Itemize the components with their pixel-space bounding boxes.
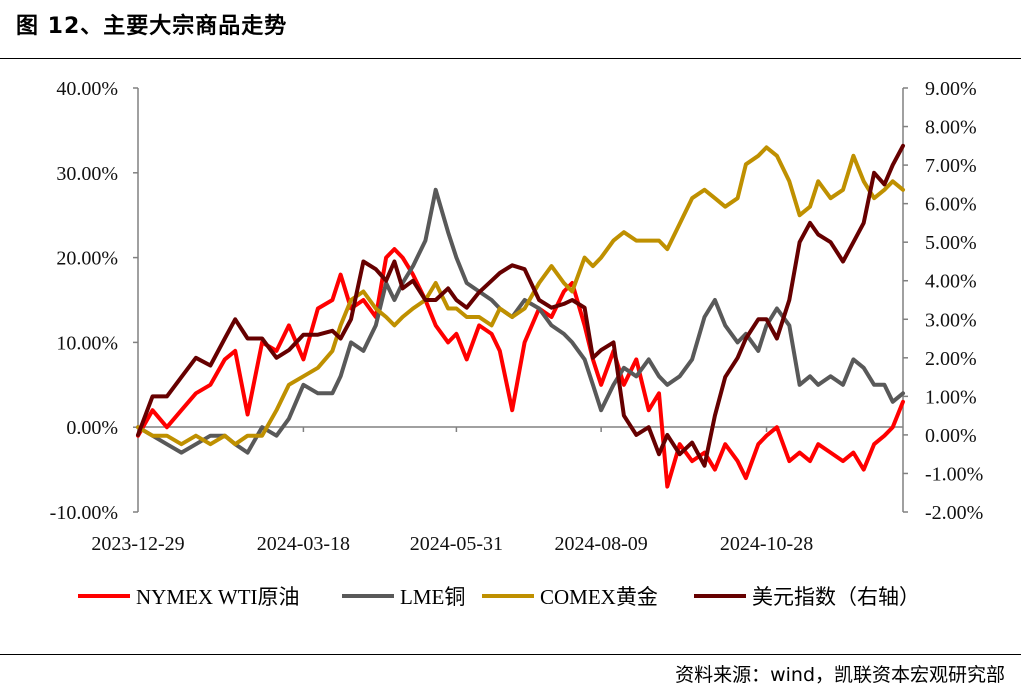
top-rule — [0, 58, 1021, 59]
right-tick-label: 9.00% — [925, 78, 977, 100]
right-tick-label: 8.00% — [925, 117, 977, 139]
series-line-4 — [136, 143, 905, 468]
right-tick-label: 6.00% — [925, 194, 977, 216]
right-tick-label: -1.00% — [925, 463, 983, 485]
left-tick-label: -10.00% — [50, 502, 118, 524]
x-tick-label: 2024-03-18 — [257, 533, 350, 555]
bottom-rule — [0, 654, 1021, 655]
x-tick-label: 2023-12-29 — [91, 533, 184, 555]
legend-label-1: NYMEX WTI原油 — [136, 585, 300, 609]
x-tick-label: 2024-10-28 — [720, 533, 813, 555]
right-tick-label: 1.00% — [925, 386, 977, 408]
x-tick-label: 2024-08-09 — [554, 533, 647, 555]
x-tick-label: 2024-05-31 — [410, 533, 503, 555]
source-note: 资料来源：wind，凯联资本宏观研究部 — [675, 664, 1005, 686]
left-tick-label: 10.00% — [56, 332, 118, 354]
left-tick-label: 0.00% — [66, 417, 118, 439]
right-tick-label: 5.00% — [925, 232, 977, 254]
series-line-1 — [136, 247, 905, 489]
legend-label-3: COMEX黄金 — [540, 585, 658, 609]
right-tick-label: 3.00% — [925, 309, 977, 331]
legend-label-4: 美元指数（右轴） — [752, 585, 920, 609]
series-line-2 — [136, 187, 905, 455]
right-tick-label: 7.00% — [925, 155, 977, 177]
right-tick-label: 2.00% — [925, 348, 977, 370]
right-tick-label: 4.00% — [925, 271, 977, 293]
left-tick-label: 20.00% — [56, 248, 118, 270]
chart-legend: NYMEX WTI原油 LME铜 COMEX黄金 美元指数（右轴） — [78, 585, 920, 609]
chart-series-lines — [136, 143, 905, 489]
legend-label-2: LME铜 — [400, 585, 465, 609]
line-chart: -10.00% 0.00% 10.00% 20.00% 30.00% 40.00% -2.0… — [50, 78, 984, 609]
left-tick-label: 30.00% — [56, 163, 118, 185]
right-tick-label: 0.00% — [925, 425, 977, 447]
right-tick-label: -2.00% — [925, 502, 983, 524]
chart-axes: -10.00% 0.00% 10.00% 20.00% 30.00% 40.00% -2.0… — [50, 78, 984, 555]
left-tick-label: 40.00% — [56, 78, 118, 100]
figure-title: 图 12、主要大宗商品走势 — [16, 14, 288, 39]
series-line-3 — [136, 145, 905, 447]
